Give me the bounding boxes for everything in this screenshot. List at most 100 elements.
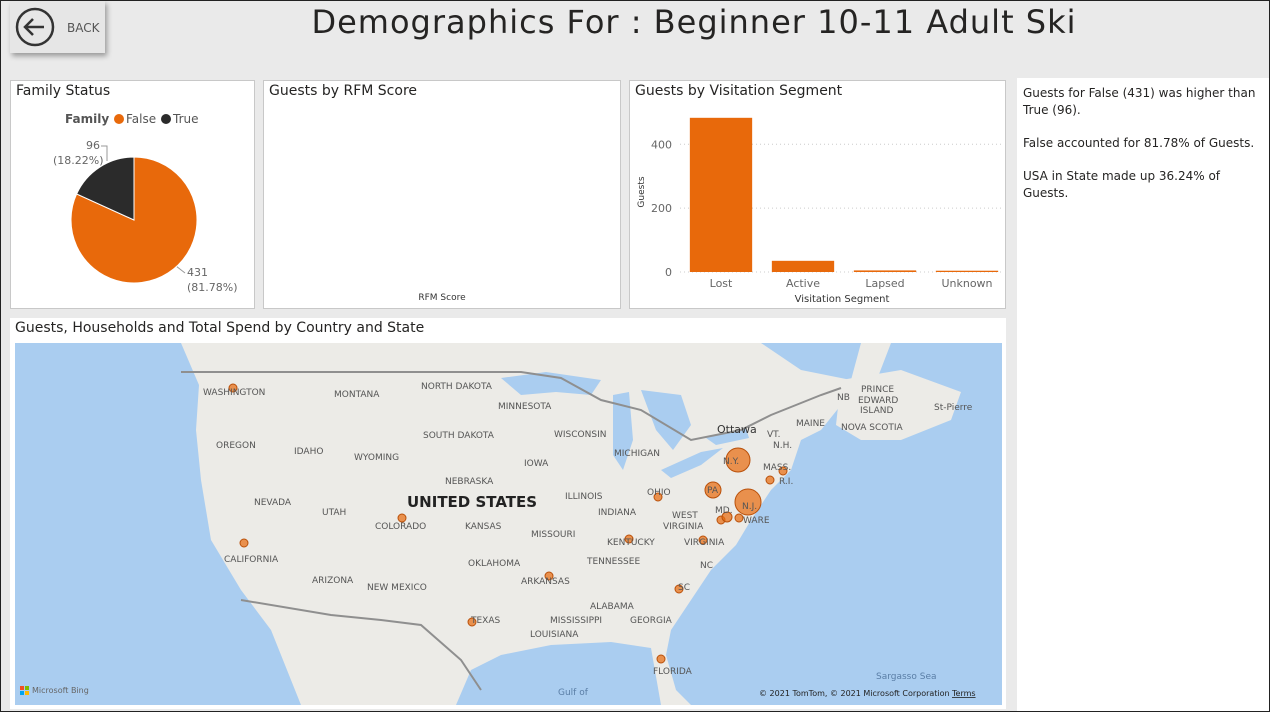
map: WASHINGTON MONTANA NORTH DAKOTA MINNESOT… <box>15 343 1002 705</box>
bar <box>771 260 835 272</box>
legend-label: False <box>126 112 156 126</box>
map-label: TENNESSEE <box>586 557 640 567</box>
map-label: INDIANA <box>598 508 637 518</box>
panel-title: Family Status <box>16 83 111 99</box>
map-label: KENTUCKY <box>607 538 655 548</box>
map-label: MD. <box>715 506 733 516</box>
map-label: NEVADA <box>254 498 292 508</box>
bar <box>935 270 999 272</box>
map-label: NORTH DAKOTA <box>421 382 493 392</box>
legend-swatch <box>161 114 171 124</box>
map-label: CALIFORNIA <box>224 555 279 565</box>
map-label: KANSAS <box>465 522 502 532</box>
map-label: WISCONSIN <box>554 430 606 440</box>
map-label: MAINE <box>796 419 825 429</box>
map-label: OKLAHOMA <box>468 559 521 569</box>
back-label: BACK <box>67 21 100 35</box>
data-label: (18.22%) <box>53 154 104 167</box>
x-axis-label: RFM Score <box>418 293 466 303</box>
map-label: N.H. <box>773 441 792 451</box>
narrative-text: USA in State made up 36.24% of Guests. <box>1023 169 1221 200</box>
map-label: MASS. <box>763 463 791 473</box>
legend-label: True <box>172 112 199 126</box>
panel-title: Guests by RFM Score <box>269 83 418 99</box>
x-tick-label: Lapsed <box>865 277 904 290</box>
map-label: MISSOURI <box>531 530 575 540</box>
y-axis-label: Guests <box>637 176 647 207</box>
map-label: FLORIDA <box>653 667 693 677</box>
map-label: N.Y. <box>723 457 739 467</box>
pie-chart: Family False True 96 (18.22%) 431 (81.78… <box>53 112 238 294</box>
bar <box>689 117 753 272</box>
map-label: OHIO <box>647 488 671 498</box>
bar-chart: Guests Visitation Segment 0 200 400 Lost Act… <box>637 117 1002 305</box>
data-label: 96 <box>86 139 100 152</box>
map-label: ALABAMA <box>590 602 635 612</box>
map-label: GEORGIA <box>630 616 673 626</box>
data-label: 431 <box>187 266 208 279</box>
map-label: MONTANA <box>334 390 380 400</box>
pie-slice <box>75 156 135 221</box>
bar <box>853 270 917 272</box>
panel-title: Guests by Visitation Segment <box>635 83 843 99</box>
x-tick-label: Unknown <box>941 277 992 290</box>
map-label: IDAHO <box>294 447 323 457</box>
legend-swatch <box>114 114 124 124</box>
map-label: MINNESOTA <box>498 402 552 412</box>
map-label: VIRGINIA <box>684 538 725 548</box>
map-label: NEW MEXICO <box>367 583 427 593</box>
map-label: Gulf of <box>558 688 589 698</box>
map-label: NB <box>837 393 850 403</box>
water <box>15 343 1002 705</box>
map-label: SOUTH DAKOTA <box>423 431 495 441</box>
y-tick-label: 0 <box>665 266 672 279</box>
map-label: ARIZONA <box>312 576 354 586</box>
land <box>836 370 961 440</box>
map-label: VIRGINIA <box>663 522 704 532</box>
map-label: VT. <box>767 430 780 440</box>
map-label: NC <box>700 561 713 571</box>
x-axis-label: Visitation Segment <box>795 294 890 305</box>
map-label: IOWA <box>524 459 549 469</box>
map-label: Microsoft Bing <box>32 686 89 695</box>
bing-logo <box>20 686 29 695</box>
border <box>181 371 842 442</box>
page-title: Demographics For : Beginner 10-11 Adult … <box>311 3 1077 41</box>
map-label: WYOMING <box>354 453 399 463</box>
map-label: Ottawa <box>717 423 757 436</box>
x-tick-label: Active <box>786 277 820 290</box>
map-label[interactable]: Terms <box>951 689 976 698</box>
map-label: NOVA SCOTIA <box>841 423 903 433</box>
x-tick-label: Lost <box>710 277 733 290</box>
legend-title: Family <box>65 112 109 126</box>
map-label: Sargasso Sea <box>876 672 937 682</box>
map-label: R.I. <box>779 477 793 487</box>
map-label: TEXAS <box>470 616 501 626</box>
map-label: COLORADO <box>375 522 426 532</box>
map-label: UNITED STATES <box>407 493 537 511</box>
map-label: © 2021 TomTom, © 2021 Microsoft Corporat… <box>759 689 950 698</box>
back-button[interactable]: BACK <box>10 1 105 53</box>
back-icon <box>15 7 55 47</box>
map-label: N.J. <box>742 502 757 512</box>
map-label: ARKANSAS <box>521 577 570 587</box>
map-label: WARE <box>743 516 770 526</box>
map-label: OREGON <box>216 441 256 451</box>
map-bubbles <box>228 383 788 664</box>
leader-line <box>101 145 108 161</box>
y-tick-label: 200 <box>651 202 672 215</box>
map-panel: Guests, Households and Total Spend by Co… <box>10 318 1006 709</box>
leader-line <box>175 265 186 274</box>
rfm-panel: Guests by RFM Score RFM Score <box>263 80 621 309</box>
map-label: WEST <box>672 511 698 521</box>
narrative-text: Guests for False (431) was higher than T… <box>1023 86 1256 117</box>
map-label: MICHIGAN <box>614 449 660 459</box>
family-panel: Family Status Family False True 96 (18.2… <box>10 80 255 309</box>
map-label: NEBRASKA <box>445 477 494 487</box>
map-label: PRINCE <box>861 385 894 395</box>
map-label: WASHINGTON <box>203 388 265 398</box>
map-label: MISSISSIPPI <box>550 616 602 626</box>
visitation-panel: Guests by Visitation Segment Guests Visi… <box>629 80 1006 309</box>
y-tick-label: 400 <box>651 138 672 151</box>
